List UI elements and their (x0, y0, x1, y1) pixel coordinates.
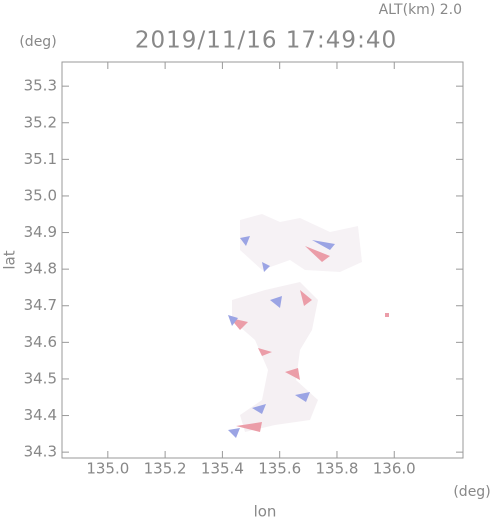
x-axis-label: lon (254, 503, 277, 521)
x-tick-label: 136.0 (373, 460, 416, 478)
x-tick-label: 135.2 (144, 460, 187, 478)
y-tick-label: 34.9 (24, 223, 57, 241)
y-tick-label: 34.3 (24, 443, 57, 461)
y-tick-label: 35.1 (24, 150, 57, 168)
y-tick-label: 34.6 (24, 333, 57, 351)
y-tick-label: 34.8 (24, 260, 57, 278)
x-unit: (deg) (453, 484, 490, 500)
x-tick-label: 135.0 (86, 460, 129, 478)
echo-field (228, 214, 389, 438)
y-tick-label: 35.2 (24, 113, 57, 131)
echo-area (385, 313, 389, 317)
echo-area (240, 214, 362, 272)
chart-title: 2019/11/16 17:49:40 (135, 28, 397, 54)
y-unit: (deg) (19, 34, 56, 50)
plot-frame (61, 61, 464, 459)
y-axis-label: lat (1, 250, 19, 269)
y-tick-label: 35.0 (24, 186, 57, 204)
altitude-label: ALT(km) 2.0 (379, 2, 462, 18)
y-tick-label: 35.3 (24, 77, 57, 95)
x-tick-label: 135.4 (201, 460, 244, 478)
y-tick-label: 34.5 (24, 369, 57, 387)
x-tick-label: 135.6 (258, 460, 301, 478)
y-tick-label: 34.7 (24, 296, 57, 314)
y-tick-label: 34.4 (24, 406, 57, 424)
echo-area (232, 282, 318, 432)
x-tick-label: 135.8 (315, 460, 358, 478)
